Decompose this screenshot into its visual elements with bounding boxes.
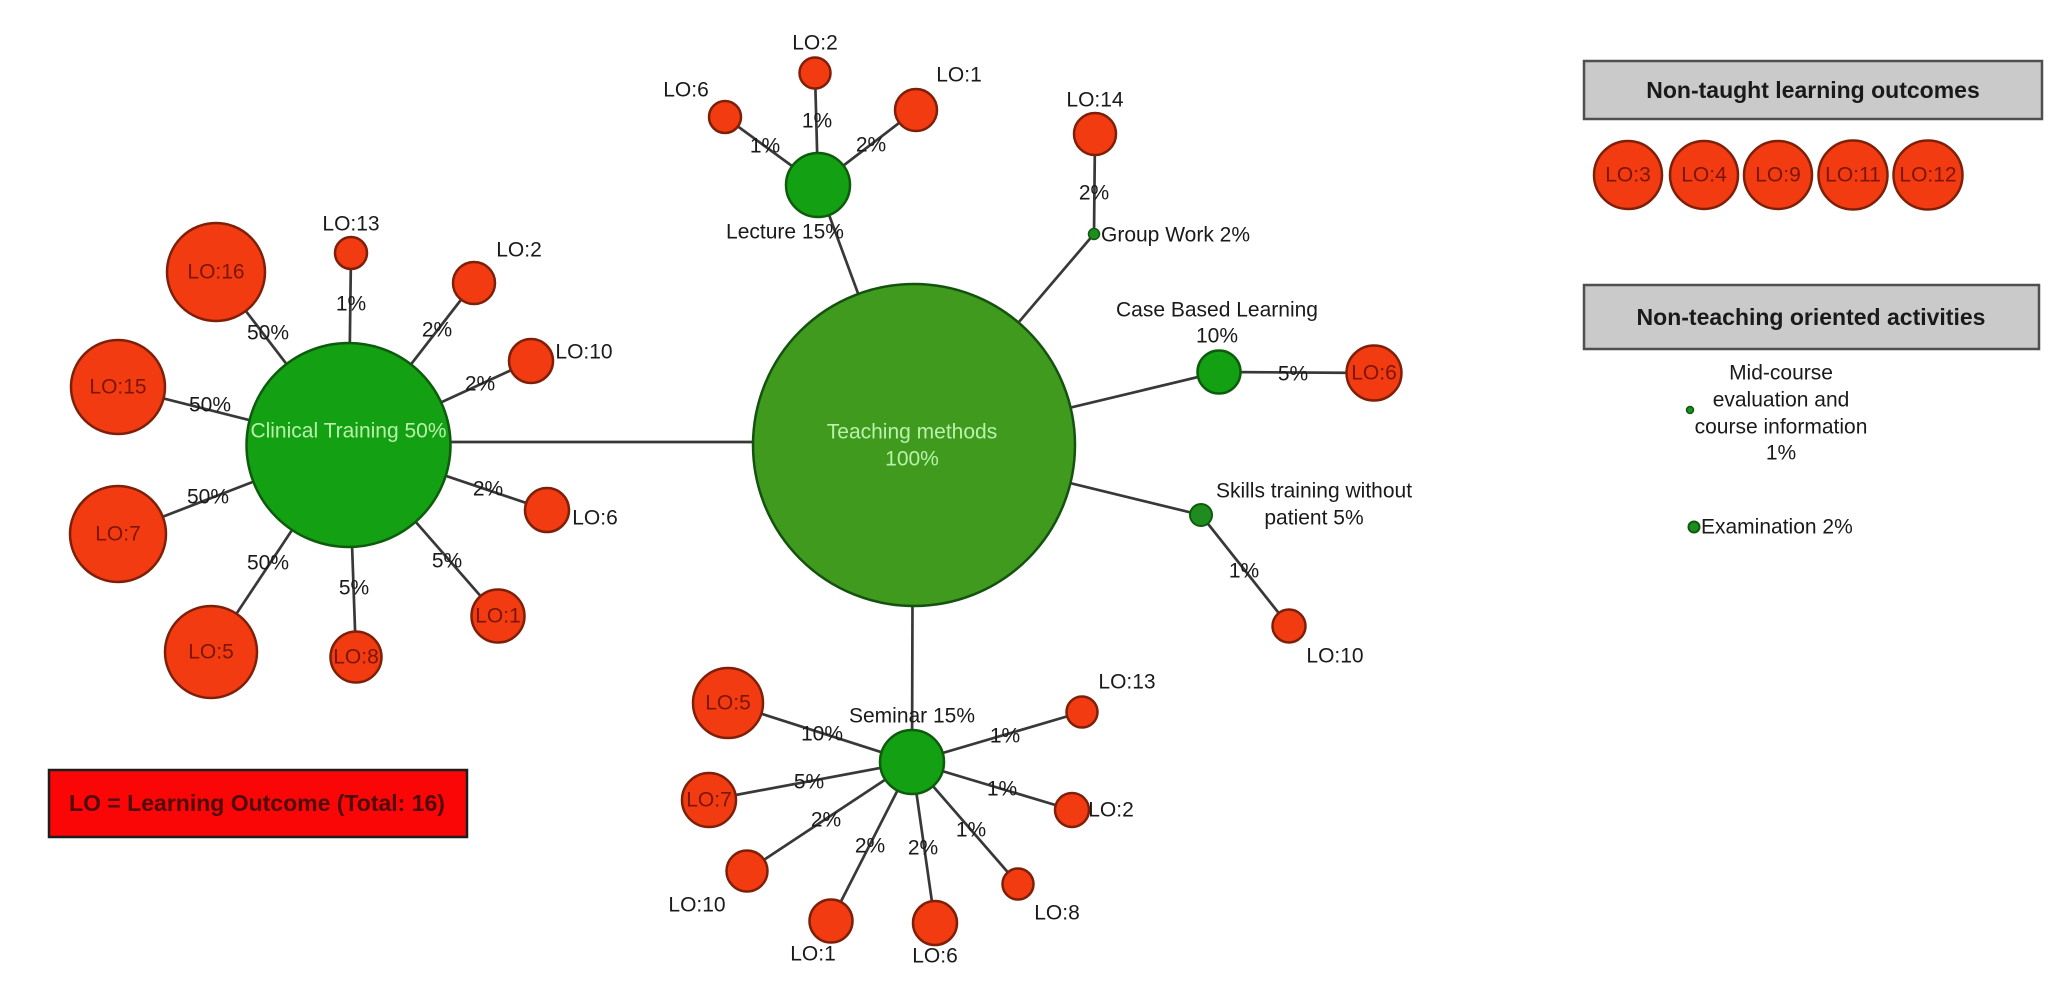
svg-text:course information: course information: [1695, 416, 1868, 439]
svg-text:Non-taught learning outcomes: Non-taught learning outcomes: [1646, 77, 1980, 103]
svg-text:5%: 5%: [432, 550, 462, 573]
svg-text:LO = Learning Outcome (Total:: LO = Learning Outcome (Total: 16): [69, 790, 445, 816]
svg-text:50%: 50%: [189, 394, 231, 417]
svg-text:LO:15: LO:15: [89, 376, 146, 399]
svg-text:LO:2: LO:2: [496, 239, 542, 262]
svg-text:LO:16: LO:16: [187, 261, 244, 284]
svg-text:1%: 1%: [750, 135, 780, 158]
svg-text:2%: 2%: [1079, 182, 1109, 205]
svg-text:LO:13: LO:13: [322, 213, 379, 236]
svg-text:1%: 1%: [1766, 442, 1796, 465]
svg-text:LO:6: LO:6: [572, 507, 618, 530]
svg-text:2%: 2%: [811, 809, 841, 832]
svg-text:LO:5: LO:5: [188, 641, 234, 664]
svg-text:2%: 2%: [465, 373, 495, 396]
svg-text:LO:6: LO:6: [1351, 362, 1397, 385]
svg-text:2%: 2%: [856, 134, 886, 157]
svg-text:Non-teaching oriented activiti: Non-teaching oriented activities: [1637, 304, 1986, 330]
svg-text:5%: 5%: [1278, 363, 1308, 386]
svg-text:LO:6: LO:6: [912, 945, 958, 968]
svg-text:Clinical Training 50%: Clinical Training 50%: [250, 420, 446, 443]
svg-text:LO:4: LO:4: [1681, 164, 1727, 187]
svg-text:patient 5%: patient 5%: [1264, 507, 1363, 530]
svg-text:Teaching methods: Teaching methods: [827, 421, 997, 444]
svg-text:LO:7: LO:7: [95, 523, 141, 546]
svg-text:LO:8: LO:8: [1034, 902, 1080, 925]
svg-text:1%: 1%: [956, 819, 986, 842]
svg-text:LO:3: LO:3: [1605, 164, 1651, 187]
svg-text:Skills training without: Skills training without: [1216, 480, 1412, 503]
svg-text:LO:5: LO:5: [705, 692, 751, 715]
svg-text:Seminar 15%: Seminar 15%: [849, 705, 975, 728]
svg-text:100%: 100%: [885, 448, 939, 471]
svg-text:Lecture 15%: Lecture 15%: [726, 221, 844, 244]
svg-text:2%: 2%: [422, 319, 452, 342]
svg-text:1%: 1%: [1229, 560, 1259, 583]
svg-text:LO:2: LO:2: [792, 32, 838, 55]
svg-text:LO:1: LO:1: [790, 943, 836, 966]
svg-text:5%: 5%: [339, 577, 369, 600]
svg-text:Examination 2%: Examination 2%: [1701, 516, 1853, 539]
svg-text:LO:8: LO:8: [333, 646, 379, 669]
svg-text:50%: 50%: [187, 486, 229, 509]
svg-text:LO:1: LO:1: [475, 605, 521, 628]
svg-text:5%: 5%: [794, 771, 824, 794]
svg-text:50%: 50%: [247, 552, 289, 575]
svg-text:Mid-course: Mid-course: [1729, 362, 1833, 385]
svg-text:LO:13: LO:13: [1098, 671, 1155, 694]
svg-text:2%: 2%: [855, 835, 885, 858]
svg-text:LO:2: LO:2: [1088, 799, 1134, 822]
svg-text:LO:10: LO:10: [668, 894, 725, 917]
svg-text:2%: 2%: [908, 837, 938, 860]
svg-text:Case Based Learning: Case Based Learning: [1116, 299, 1318, 322]
svg-text:LO:14: LO:14: [1066, 89, 1124, 112]
svg-text:LO:1: LO:1: [936, 64, 982, 87]
svg-text:1%: 1%: [987, 778, 1017, 801]
svg-text:LO:6: LO:6: [663, 79, 709, 102]
svg-text:10%: 10%: [1196, 325, 1238, 348]
svg-text:50%: 50%: [247, 322, 289, 345]
svg-text:1%: 1%: [990, 725, 1020, 748]
svg-text:10%: 10%: [801, 723, 843, 746]
svg-text:LO:11: LO:11: [1825, 164, 1881, 187]
svg-text:Group Work 2%: Group Work 2%: [1101, 224, 1250, 247]
svg-text:LO:9: LO:9: [1755, 164, 1801, 187]
svg-text:LO:12: LO:12: [1899, 164, 1956, 187]
svg-text:LO:10: LO:10: [555, 341, 612, 364]
svg-text:1%: 1%: [802, 110, 832, 133]
svg-text:LO:7: LO:7: [686, 789, 732, 812]
svg-text:evaluation and: evaluation and: [1713, 389, 1850, 412]
svg-text:1%: 1%: [336, 293, 366, 316]
svg-text:2%: 2%: [473, 478, 503, 501]
svg-text:LO:10: LO:10: [1306, 645, 1363, 668]
